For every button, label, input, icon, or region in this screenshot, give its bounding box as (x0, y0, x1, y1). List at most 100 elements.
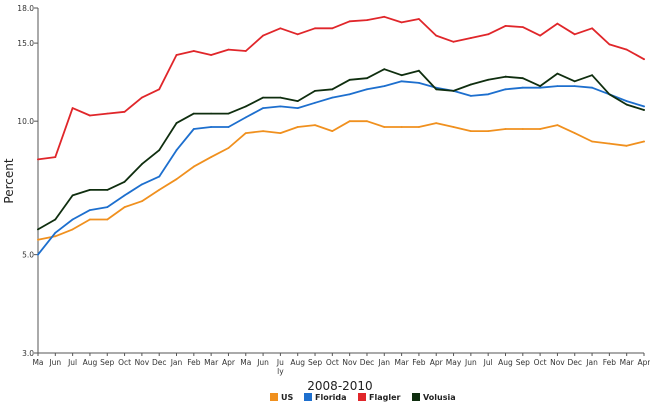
data-point-us (106, 218, 109, 221)
y-tick-label: 10.0 (17, 117, 34, 126)
x-tick-label: Dec (152, 358, 167, 367)
data-point-volusia (573, 80, 576, 83)
data-point-flagler (262, 34, 264, 37)
series-line-us (37, 120, 645, 241)
data-point-flagler (608, 43, 611, 46)
x-tick-label: Mar (204, 358, 219, 367)
data-point-us (608, 142, 611, 145)
x-tick-label: Ju ly (276, 358, 284, 376)
x-tick-label: Aug (290, 358, 305, 367)
data-point-volusia (141, 163, 143, 166)
data-point-florida (470, 95, 472, 97)
data-point-florida (591, 86, 593, 89)
data-point-volusia (192, 112, 195, 115)
data-point-volusia (279, 96, 282, 99)
data-point-florida (643, 105, 645, 108)
legend-label: Volusia (423, 393, 456, 402)
data-point-flagler (366, 19, 368, 21)
data-point-volusia (383, 68, 386, 71)
data-point-volusia (227, 112, 230, 115)
data-point-volusia (314, 90, 316, 92)
x-tick-label: Mar (395, 358, 410, 367)
data-point-volusia (37, 228, 39, 231)
data-point-flagler (383, 15, 386, 18)
data-point-flagler (331, 27, 334, 30)
data-point-volusia (487, 78, 490, 81)
data-point-florida (400, 80, 403, 83)
data-point-volusia (400, 74, 403, 77)
data-point-florida (331, 96, 334, 99)
data-point-volusia (556, 72, 559, 75)
data-point-us (262, 130, 264, 133)
x-tick-label: Jun (48, 358, 61, 367)
data-point-us (244, 132, 247, 135)
data-point-flagler (123, 110, 126, 113)
data-point-flagler (158, 88, 161, 91)
data-point-flagler (418, 18, 420, 20)
data-point-us (296, 126, 299, 128)
x-tick-label: Dec (567, 358, 582, 367)
x-tick-label: Apr (222, 358, 236, 367)
data-point-flagler (279, 27, 282, 30)
data-point-volusia (608, 93, 611, 96)
data-point-florida (487, 93, 490, 96)
data-point-florida (296, 107, 299, 109)
data-point-us (192, 165, 195, 168)
data-point-us (539, 128, 541, 130)
data-point-flagler (54, 156, 57, 159)
data-point-flagler (556, 22, 559, 25)
data-point-flagler (487, 33, 490, 36)
data-point-florida (71, 218, 74, 221)
data-point-us (573, 132, 576, 135)
data-point-flagler (470, 37, 472, 39)
x-tick-label: Mar (620, 358, 635, 367)
data-point-us (314, 124, 316, 126)
data-point-florida (573, 85, 576, 87)
legend-swatch (270, 393, 278, 401)
data-point-florida (106, 206, 109, 209)
y-tick-label: 3.0 (22, 349, 34, 358)
data-point-us (37, 238, 39, 241)
data-point-us (418, 126, 420, 128)
data-point-us (158, 189, 161, 191)
data-point-us (331, 130, 334, 133)
legend-swatch (412, 393, 420, 401)
data-point-florida (192, 128, 195, 130)
data-point-us (141, 200, 143, 203)
y-tick-label: 15.0 (17, 39, 34, 48)
data-point-florida (158, 175, 161, 178)
x-tick-label: Nov (135, 358, 150, 367)
data-point-flagler (591, 27, 593, 30)
data-point-us (279, 132, 282, 135)
data-point-florida (314, 101, 316, 104)
data-point-florida (504, 88, 507, 91)
data-point-volusia (504, 75, 507, 78)
data-point-us (210, 156, 213, 159)
x-tick-label: Ma (32, 358, 43, 367)
data-point-flagler (400, 21, 403, 24)
y-axis: 3.0 5.0 10.0 15.0 18.0 (17, 4, 39, 358)
y-axis-title: Percent (2, 158, 16, 203)
x-tick-label: Jul (67, 358, 77, 367)
data-point-flagler (435, 34, 438, 37)
data-point-volusia (262, 96, 264, 99)
data-point-flagler (539, 34, 541, 37)
legend-item-us: US (270, 393, 293, 402)
x-tick-label: Feb (412, 358, 426, 367)
data-point-florida (539, 86, 541, 89)
data-point-us (400, 126, 403, 128)
data-point-volusia (591, 74, 593, 77)
x-tick-label: Jan (585, 358, 598, 367)
data-point-florida (418, 82, 420, 84)
data-point-us (89, 218, 91, 221)
data-point-us (227, 147, 230, 149)
x-tick-label: Sep (100, 358, 114, 367)
data-point-volusia (89, 189, 91, 191)
x-tick-label: Aug (83, 358, 98, 367)
data-point-flagler (210, 54, 213, 56)
data-point-volusia (158, 149, 161, 152)
data-point-volusia (71, 194, 74, 197)
x-tick-label: Nov (550, 358, 565, 367)
data-point-florida (89, 209, 91, 212)
